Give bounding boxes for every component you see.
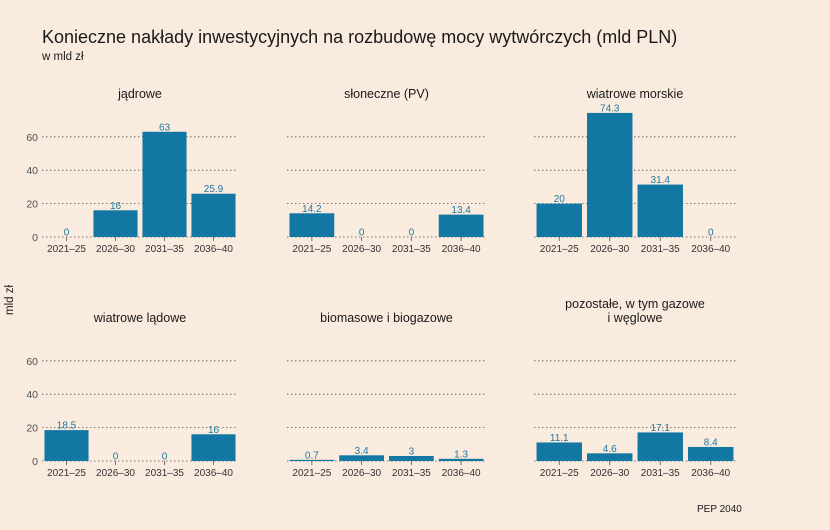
x-tick-label: 2026–30 <box>590 468 629 479</box>
data-label: 8.4 <box>704 437 718 448</box>
y-tick-label: 60 <box>26 132 38 144</box>
bar <box>536 203 582 237</box>
y-tick-label: 40 <box>26 389 38 401</box>
x-tick-label: 2021–25 <box>292 468 331 479</box>
x-tick-label: 2031–35 <box>392 244 431 255</box>
bar <box>44 430 89 461</box>
y-tick-label: 40 <box>26 165 38 177</box>
x-tick-label: 2026–30 <box>590 244 629 255</box>
x-tick-label: 2036–40 <box>442 244 481 255</box>
data-label: 13.4 <box>451 205 471 216</box>
data-label: 3 <box>409 446 415 457</box>
y-tick-label: 0 <box>32 456 38 468</box>
y-tick-label: 60 <box>26 356 38 368</box>
bar <box>191 434 236 461</box>
data-label: 16 <box>110 201 122 212</box>
bar <box>388 455 434 461</box>
data-label: 74.3 <box>600 103 620 114</box>
bar <box>536 442 582 461</box>
bar <box>637 184 683 237</box>
x-tick-label: 2031–35 <box>641 468 680 479</box>
data-label: 25.9 <box>204 184 224 195</box>
bar <box>587 453 633 461</box>
chart-subtitle: w mld zł <box>42 51 84 63</box>
bar <box>438 214 484 237</box>
bar <box>339 455 385 461</box>
bar <box>438 458 484 461</box>
bar <box>191 193 236 237</box>
data-label: 63 <box>159 122 171 133</box>
data-label: 0 <box>409 228 415 239</box>
y-tick-label: 20 <box>26 423 38 435</box>
data-label: 0 <box>359 228 365 239</box>
y-tick-label: 0 <box>32 232 38 244</box>
x-tick-label: 2026–30 <box>342 468 381 479</box>
panel-title: słoneczne (PV) <box>344 87 429 101</box>
x-tick-label: 2026–30 <box>96 244 135 255</box>
x-tick-label: 2021–25 <box>47 468 86 479</box>
x-tick-label: 2021–25 <box>540 244 579 255</box>
panel-title: jądrowe <box>117 87 162 101</box>
data-label: 0 <box>64 228 70 239</box>
x-tick-label: 2036–40 <box>691 468 730 479</box>
x-tick-label: 2036–40 <box>691 244 730 255</box>
x-tick-label: 2021–25 <box>47 244 86 255</box>
bar <box>688 446 734 461</box>
x-tick-label: 2026–30 <box>96 468 135 479</box>
data-label: 0.7 <box>305 450 319 461</box>
data-label: 14.2 <box>302 204 322 215</box>
data-label: 11.1 <box>550 433 569 444</box>
data-label: 16 <box>208 425 220 436</box>
bar <box>289 213 335 237</box>
x-tick-label: 2021–25 <box>540 468 579 479</box>
panel-title: wiatrowe lądowe <box>93 311 186 325</box>
data-label: 17.1 <box>651 423 671 434</box>
panel-title: pozostałe, w tym gazowe <box>565 297 705 311</box>
data-label: 0 <box>113 452 119 463</box>
bar <box>142 131 187 237</box>
bar <box>93 210 138 237</box>
x-tick-label: 2036–40 <box>442 468 481 479</box>
data-label: 0 <box>708 228 714 239</box>
chart-title: Konieczne nakłady inwestycyjnych na rozb… <box>42 27 678 47</box>
panel-title: biomasowe i biogazowe <box>320 311 453 325</box>
data-label: 1.3 <box>454 449 468 460</box>
x-tick-label: 2021–25 <box>292 244 331 255</box>
y-tick-label: 20 <box>26 199 38 211</box>
x-tick-label: 2036–40 <box>194 244 233 255</box>
panel-title: i węglowe <box>608 311 663 325</box>
source-note: PEP 2040 <box>697 504 742 515</box>
data-label: 3.4 <box>355 446 369 457</box>
bar <box>289 459 335 461</box>
data-label: 20 <box>554 194 566 205</box>
bar <box>637 432 683 461</box>
panel-title: wiatrowe morskie <box>586 87 684 101</box>
x-tick-label: 2036–40 <box>194 468 233 479</box>
data-label: 18.5 <box>57 421 77 432</box>
data-label: 0 <box>162 452 168 463</box>
data-label: 4.6 <box>603 444 617 455</box>
bar <box>587 112 633 237</box>
x-tick-label: 2026–30 <box>342 244 381 255</box>
x-tick-label: 2031–35 <box>145 244 184 255</box>
x-tick-label: 2031–35 <box>145 468 184 479</box>
x-tick-label: 2031–35 <box>392 468 431 479</box>
data-label: 31.4 <box>651 175 671 186</box>
x-tick-label: 2031–35 <box>641 244 680 255</box>
